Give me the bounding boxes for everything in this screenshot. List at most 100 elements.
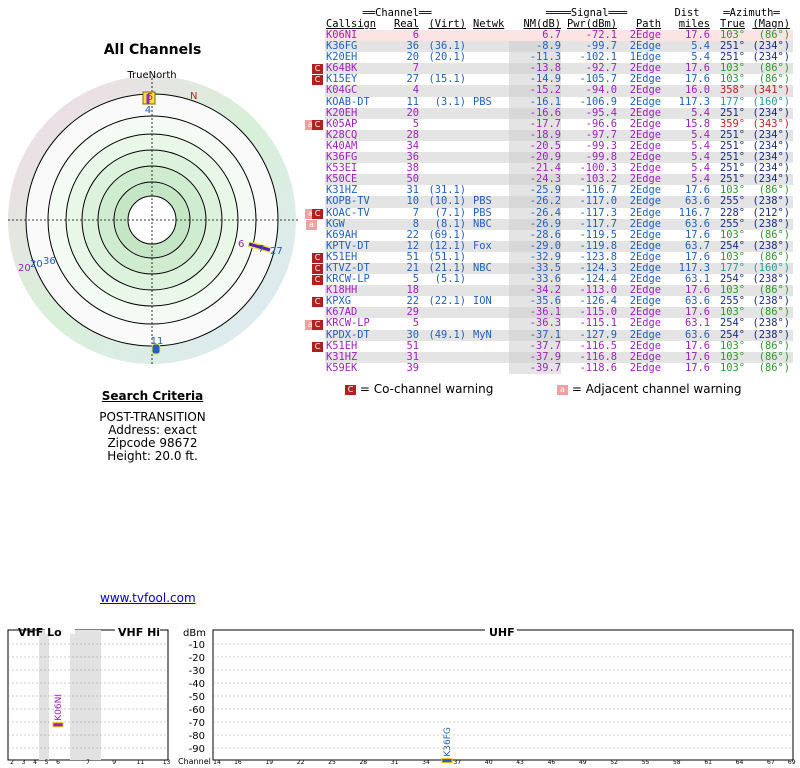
cell-dist: 5.4	[664, 107, 710, 119]
cell-magn: (238°)	[752, 295, 790, 308]
cell-real: 5	[412, 117, 419, 130]
channel-tick: 61	[704, 759, 712, 766]
cell-callsign: K20EH	[326, 51, 358, 64]
cell-callsign: KPXG	[326, 295, 352, 308]
cell-pwr: -123.8	[579, 250, 617, 263]
cell-nm: -24.3	[509, 174, 561, 186]
cell-path: 2Edge	[617, 240, 664, 252]
cell-true: 103°	[710, 285, 745, 297]
vhf-gap-shade	[70, 630, 101, 760]
cell-magn: (234°)	[745, 40, 793, 53]
cell-nm: -36.3	[509, 318, 561, 330]
channel-tick: 9	[112, 759, 116, 766]
magnetic-north-label: N	[190, 91, 197, 102]
cell-callsign: K20EH	[325, 107, 392, 119]
cell-pwr: -95.4	[561, 107, 617, 119]
cell-nm: -18.9	[509, 129, 561, 141]
dbm-tick: -60	[189, 705, 205, 716]
cell-virt: (5.1)	[434, 273, 466, 286]
cell-true: 103°	[710, 307, 745, 319]
group-header-channel: ══Channel══	[362, 7, 432, 19]
col-magn: (Magn)	[752, 18, 790, 30]
table-row: K31HZ 31 -37.9 -116.8 2Edge 17.6 103° (86°)	[325, 351, 793, 363]
marker-label-4: 4	[145, 105, 151, 116]
cell-pwr: -72.1	[561, 29, 617, 42]
search-criteria: Search Criteria POST-TRANSITION Address:…	[60, 390, 245, 463]
legend-co: C = Co-channel warning	[345, 382, 493, 396]
channel-tick: 16	[234, 759, 242, 766]
cell-magn: (238°)	[752, 317, 790, 330]
radar-plot: TrueNorth N 5 4 6 7 27 11 20 20 36	[8, 70, 298, 366]
cell-true: 254°	[719, 317, 745, 330]
cell-dist: 17.6	[684, 361, 710, 374]
cell-nm: -17.7	[509, 118, 561, 130]
channel-tick: 5	[45, 759, 49, 766]
cell-true: 255°	[710, 196, 745, 208]
dbm-tick: -10	[189, 640, 205, 651]
cell-dist: 63.6	[664, 218, 710, 230]
cell-real: 50	[392, 174, 419, 186]
cell-virt: (22.1)	[428, 295, 466, 308]
cell-real: 22	[406, 295, 419, 308]
cell-real: 38	[406, 162, 419, 175]
cell-nm: -16.6	[509, 107, 561, 119]
cell-real: 5	[412, 317, 419, 330]
table-row: K51EH 51 (51.1) -32.9 -123.8 2Edge 17.6 103° (86…	[325, 250, 793, 263]
cell-path: 2Edge	[617, 285, 664, 297]
cell-pwr: -118.6	[579, 361, 617, 374]
table-row: K64BK 7 -13.8 -92.7 2Edge 17.6 103° (86°)	[325, 63, 793, 75]
col-netwk: Netwk	[473, 18, 505, 30]
cell-pwr: -126.4	[579, 295, 617, 308]
cell-path: 2Edge	[617, 351, 664, 363]
cell-netwk	[469, 174, 509, 186]
cell-dist: 17.6	[664, 29, 710, 42]
cell-magn: (86°)	[758, 361, 790, 374]
cell-magn: (341°)	[745, 85, 793, 97]
cell-magn: (238°)	[745, 196, 793, 208]
cell-callsign: K69AH	[326, 228, 358, 241]
cell-magn: (86°)	[745, 307, 793, 319]
cell-virt: (21.1)	[419, 262, 469, 275]
cell-netwk: MyN	[469, 329, 509, 341]
co-channel-warning-icon: C	[312, 275, 323, 286]
cell-magn: (238°)	[745, 240, 793, 252]
criteria-mode: POST-TRANSITION	[99, 410, 206, 424]
cell-true: 103°	[719, 73, 745, 86]
cell-true: 103°	[719, 361, 745, 374]
cell-virt	[419, 107, 469, 119]
adjacent-channel-warning-icon: a	[305, 208, 316, 219]
co-channel-warning-icon: C	[312, 253, 323, 263]
cell-nm: -20.5	[509, 140, 561, 153]
cell-real: 31	[392, 351, 419, 363]
cell-real: 12	[392, 240, 419, 252]
cell-netwk	[469, 274, 509, 285]
signal-bar-label: K36FG	[443, 727, 453, 757]
co-channel-warning-icon: C	[312, 208, 323, 219]
col-path: Path	[635, 18, 661, 30]
cell-callsign: K51EH	[326, 339, 358, 352]
cell-pwr: -92.7	[561, 63, 617, 75]
table-row: KPTV-DT 12 (12.1) Fox -29.0 -119.8 2Edge 63.7 25…	[325, 240, 793, 252]
channel-tick: 22	[297, 759, 305, 766]
cell-netwk	[469, 119, 509, 130]
cell-pwr: -124.4	[579, 273, 617, 286]
cell-callsign: K53EI	[326, 162, 358, 175]
cell-pwr: -116.5	[579, 339, 617, 352]
cell-nm: -33.5	[509, 262, 561, 275]
cell-dist: 17.6	[684, 339, 710, 352]
cell-virt	[419, 341, 469, 352]
cell-dist: 17.6	[684, 250, 710, 263]
cell-dist: 5.4	[664, 40, 710, 53]
cell-nm: -21.4	[509, 163, 561, 175]
marker-label-5: 5	[147, 92, 153, 103]
table-row: K69AH 22 (69.1) -28.6 -119.5 2Edge 17.6 103° (86…	[325, 228, 793, 241]
cell-pwr: -99.3	[585, 139, 617, 152]
cell-netwk	[469, 318, 509, 329]
cell-netwk: ION	[473, 295, 492, 308]
site-link[interactable]: www.tvfool.com	[100, 591, 196, 605]
cell-magn: (234°)	[752, 162, 790, 175]
cell-dist: 17.6	[664, 285, 710, 297]
cell-netwk	[469, 285, 509, 297]
cell-netwk	[469, 307, 509, 319]
cell-real: 36	[392, 40, 419, 53]
